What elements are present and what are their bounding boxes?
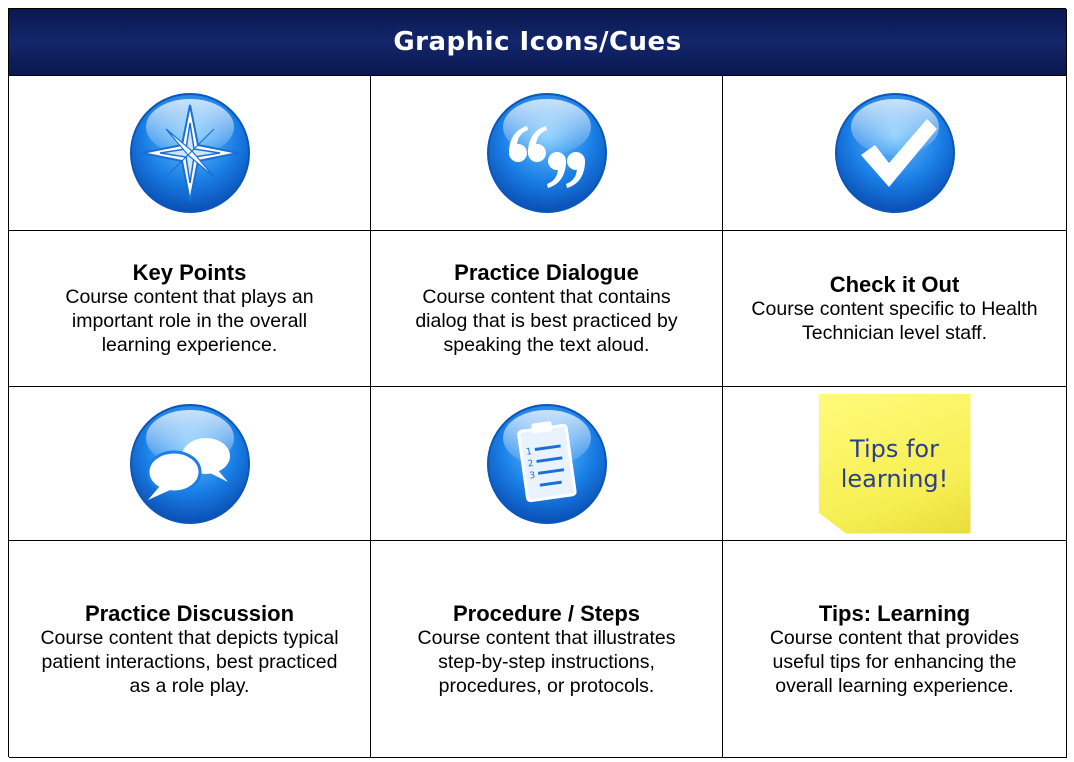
icon-cell	[9, 387, 371, 541]
icon-cell	[9, 76, 371, 231]
sticky-note: Tips for learning!	[818, 393, 971, 534]
svg-text:3: 3	[528, 470, 535, 481]
text-cell: Procedure / Steps Course content that il…	[371, 541, 723, 758]
icon-cell	[723, 76, 1067, 231]
procedure-steps-icon: 123	[486, 403, 607, 524]
svg-text:1: 1	[525, 447, 532, 458]
table-header: Graphic Icons/Cues	[9, 9, 1067, 76]
text-cell: Practice Dialogue Course content that co…	[371, 231, 723, 387]
practice-discussion-icon	[129, 403, 250, 524]
check-it-out-icon	[834, 93, 955, 213]
practice-dialogue-icon	[486, 93, 607, 213]
text-cell: Practice Discussion Course content that …	[9, 541, 371, 758]
item-description: Course content that provides useful tips…	[769, 626, 1020, 697]
item-description: Course content that plays an important r…	[65, 286, 314, 356]
item-description: Course content that depicts typical pati…	[40, 626, 339, 697]
text-cell: Check it Out Course content specific to …	[723, 231, 1067, 387]
item-title: Key Points	[132, 260, 247, 285]
key-points-icon	[129, 93, 250, 213]
svg-text:2: 2	[527, 458, 534, 469]
item-description: Course content that contains dialog that…	[415, 286, 678, 356]
icon-table: Graphic Icons/Cues	[8, 8, 1067, 758]
item-title: Practice Dialogue	[454, 260, 639, 285]
item-title: Check it Out	[829, 272, 960, 297]
icon-cell: Tips for learning!	[723, 387, 1067, 541]
item-description: Course content that illustrates step-by-…	[417, 626, 676, 697]
text-cell: Tips: Learning Course content that provi…	[723, 541, 1067, 758]
item-title: Practice Discussion	[84, 600, 295, 626]
item-title: Procedure / Steps	[452, 600, 641, 626]
item-description: Course content specific to Health Techni…	[751, 298, 1038, 344]
icon-cell	[371, 76, 723, 231]
text-cell: Key Points Course content that plays an …	[9, 231, 371, 387]
item-title: Tips: Learning	[818, 600, 971, 626]
